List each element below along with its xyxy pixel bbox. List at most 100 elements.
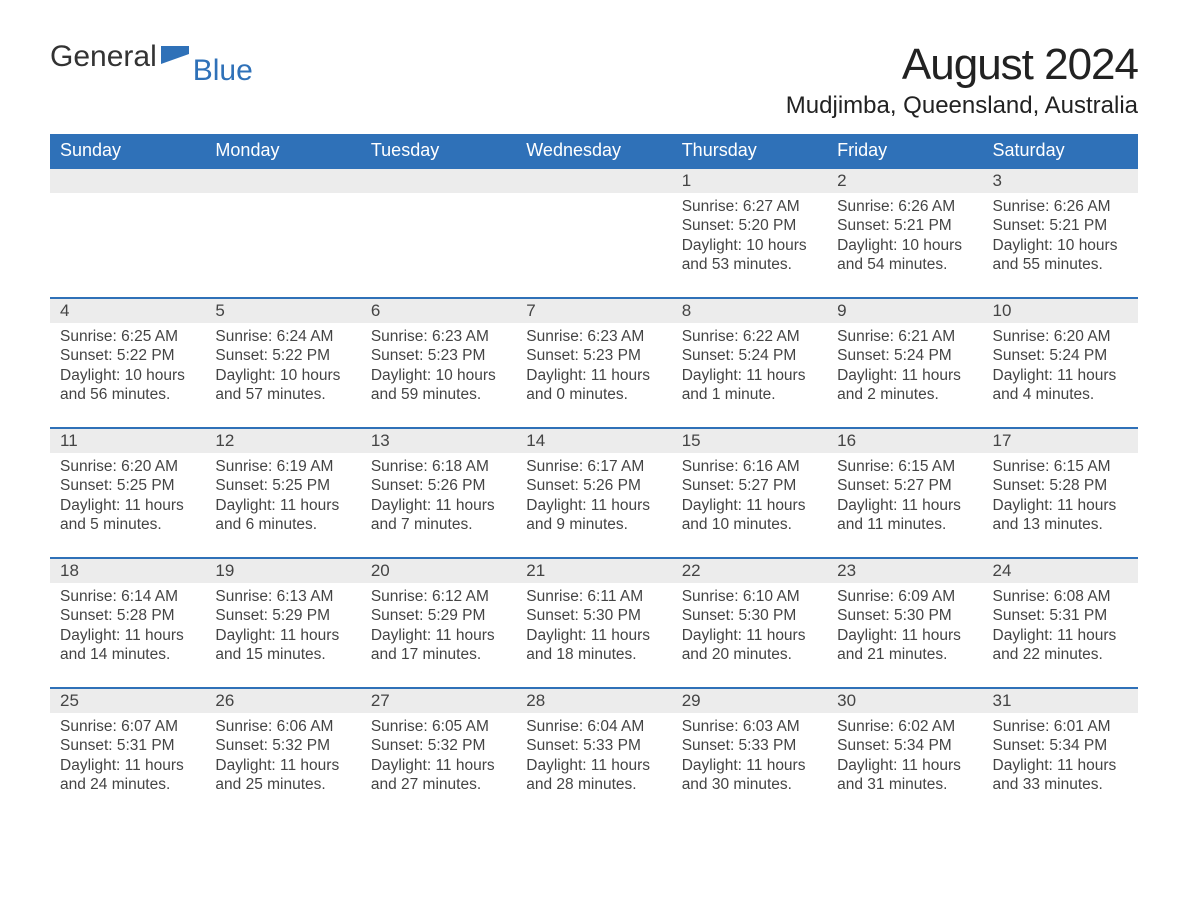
day-content: Sunrise: 6:03 AMSunset: 5:33 PMDaylight:… bbox=[672, 713, 827, 803]
sunset-line: Sunset: 5:32 PM bbox=[215, 736, 350, 755]
sunset-line: Sunset: 5:25 PM bbox=[60, 476, 195, 495]
sunset-line: Sunset: 5:24 PM bbox=[682, 346, 817, 365]
calendar-week-row: 18Sunrise: 6:14 AMSunset: 5:28 PMDayligh… bbox=[50, 558, 1138, 688]
day-content: Sunrise: 6:18 AMSunset: 5:26 PMDaylight:… bbox=[361, 453, 516, 543]
day-content: Sunrise: 6:16 AMSunset: 5:27 PMDaylight:… bbox=[672, 453, 827, 543]
header: General Blue August 2024 Mudjimba, Queen… bbox=[50, 40, 1138, 126]
daylight-line: Daylight: 11 hours and 0 minutes. bbox=[526, 366, 661, 405]
day-content bbox=[205, 193, 360, 205]
sunset-line: Sunset: 5:28 PM bbox=[993, 476, 1128, 495]
sunrise-line: Sunrise: 6:05 AM bbox=[371, 717, 506, 736]
day-number: 8 bbox=[672, 299, 827, 323]
sunset-line: Sunset: 5:22 PM bbox=[215, 346, 350, 365]
logo-text-general: General bbox=[50, 40, 157, 74]
day-number: 18 bbox=[50, 559, 205, 583]
calendar-cell: 3Sunrise: 6:26 AMSunset: 5:21 PMDaylight… bbox=[983, 168, 1138, 298]
day-content: Sunrise: 6:25 AMSunset: 5:22 PMDaylight:… bbox=[50, 323, 205, 413]
sunrise-line: Sunrise: 6:13 AM bbox=[215, 587, 350, 606]
sunrise-line: Sunrise: 6:10 AM bbox=[682, 587, 817, 606]
daylight-line: Daylight: 11 hours and 22 minutes. bbox=[993, 626, 1128, 665]
weekday-header: Saturday bbox=[983, 134, 1138, 168]
sunrise-line: Sunrise: 6:22 AM bbox=[682, 327, 817, 346]
calendar-cell: 22Sunrise: 6:10 AMSunset: 5:30 PMDayligh… bbox=[672, 558, 827, 688]
sunset-line: Sunset: 5:23 PM bbox=[526, 346, 661, 365]
calendar-cell: 8Sunrise: 6:22 AMSunset: 5:24 PMDaylight… bbox=[672, 298, 827, 428]
sunrise-line: Sunrise: 6:17 AM bbox=[526, 457, 661, 476]
sunrise-line: Sunrise: 6:12 AM bbox=[371, 587, 506, 606]
day-content: Sunrise: 6:09 AMSunset: 5:30 PMDaylight:… bbox=[827, 583, 982, 673]
sunrise-line: Sunrise: 6:23 AM bbox=[371, 327, 506, 346]
calendar-cell: 27Sunrise: 6:05 AMSunset: 5:32 PMDayligh… bbox=[361, 688, 516, 818]
calendar-cell: 28Sunrise: 6:04 AMSunset: 5:33 PMDayligh… bbox=[516, 688, 671, 818]
day-number: 5 bbox=[205, 299, 360, 323]
day-content: Sunrise: 6:01 AMSunset: 5:34 PMDaylight:… bbox=[983, 713, 1138, 803]
sunrise-line: Sunrise: 6:19 AM bbox=[215, 457, 350, 476]
day-content: Sunrise: 6:24 AMSunset: 5:22 PMDaylight:… bbox=[205, 323, 360, 413]
day-content: Sunrise: 6:26 AMSunset: 5:21 PMDaylight:… bbox=[983, 193, 1138, 283]
sunrise-line: Sunrise: 6:04 AM bbox=[526, 717, 661, 736]
day-content: Sunrise: 6:15 AMSunset: 5:28 PMDaylight:… bbox=[983, 453, 1138, 543]
daylight-line: Daylight: 11 hours and 6 minutes. bbox=[215, 496, 350, 535]
daylight-line: Daylight: 11 hours and 20 minutes. bbox=[682, 626, 817, 665]
calendar-cell: 17Sunrise: 6:15 AMSunset: 5:28 PMDayligh… bbox=[983, 428, 1138, 558]
daylight-line: Daylight: 11 hours and 33 minutes. bbox=[993, 756, 1128, 795]
daylight-line: Daylight: 11 hours and 18 minutes. bbox=[526, 626, 661, 665]
sunset-line: Sunset: 5:28 PM bbox=[60, 606, 195, 625]
logo: General Blue bbox=[50, 40, 253, 74]
sunrise-line: Sunrise: 6:27 AM bbox=[682, 197, 817, 216]
sunset-line: Sunset: 5:26 PM bbox=[526, 476, 661, 495]
day-content: Sunrise: 6:11 AMSunset: 5:30 PMDaylight:… bbox=[516, 583, 671, 673]
sunset-line: Sunset: 5:31 PM bbox=[993, 606, 1128, 625]
daylight-line: Daylight: 10 hours and 55 minutes. bbox=[993, 236, 1128, 275]
day-content: Sunrise: 6:17 AMSunset: 5:26 PMDaylight:… bbox=[516, 453, 671, 543]
sunset-line: Sunset: 5:26 PM bbox=[371, 476, 506, 495]
calendar-cell bbox=[516, 168, 671, 298]
sunset-line: Sunset: 5:27 PM bbox=[837, 476, 972, 495]
calendar-cell: 13Sunrise: 6:18 AMSunset: 5:26 PMDayligh… bbox=[361, 428, 516, 558]
calendar-cell: 18Sunrise: 6:14 AMSunset: 5:28 PMDayligh… bbox=[50, 558, 205, 688]
day-content: Sunrise: 6:12 AMSunset: 5:29 PMDaylight:… bbox=[361, 583, 516, 673]
calendar-cell: 4Sunrise: 6:25 AMSunset: 5:22 PMDaylight… bbox=[50, 298, 205, 428]
sunset-line: Sunset: 5:22 PM bbox=[60, 346, 195, 365]
sunset-line: Sunset: 5:33 PM bbox=[526, 736, 661, 755]
daylight-line: Daylight: 11 hours and 27 minutes. bbox=[371, 756, 506, 795]
sunrise-line: Sunrise: 6:20 AM bbox=[60, 457, 195, 476]
daylight-line: Daylight: 11 hours and 31 minutes. bbox=[837, 756, 972, 795]
sunrise-line: Sunrise: 6:08 AM bbox=[993, 587, 1128, 606]
sunset-line: Sunset: 5:27 PM bbox=[682, 476, 817, 495]
sunset-line: Sunset: 5:30 PM bbox=[837, 606, 972, 625]
day-number: 13 bbox=[361, 429, 516, 453]
day-content: Sunrise: 6:10 AMSunset: 5:30 PMDaylight:… bbox=[672, 583, 827, 673]
sunrise-line: Sunrise: 6:21 AM bbox=[837, 327, 972, 346]
day-content: Sunrise: 6:04 AMSunset: 5:33 PMDaylight:… bbox=[516, 713, 671, 803]
daylight-line: Daylight: 11 hours and 24 minutes. bbox=[60, 756, 195, 795]
day-content: Sunrise: 6:23 AMSunset: 5:23 PMDaylight:… bbox=[516, 323, 671, 413]
day-number bbox=[50, 169, 205, 193]
calendar-cell: 16Sunrise: 6:15 AMSunset: 5:27 PMDayligh… bbox=[827, 428, 982, 558]
day-number: 25 bbox=[50, 689, 205, 713]
sunrise-line: Sunrise: 6:09 AM bbox=[837, 587, 972, 606]
sunset-line: Sunset: 5:20 PM bbox=[682, 216, 817, 235]
day-content: Sunrise: 6:05 AMSunset: 5:32 PMDaylight:… bbox=[361, 713, 516, 803]
day-content: Sunrise: 6:20 AMSunset: 5:25 PMDaylight:… bbox=[50, 453, 205, 543]
day-number: 7 bbox=[516, 299, 671, 323]
sunrise-line: Sunrise: 6:07 AM bbox=[60, 717, 195, 736]
location-subtitle: Mudjimba, Queensland, Australia bbox=[786, 92, 1138, 120]
calendar-week-row: 25Sunrise: 6:07 AMSunset: 5:31 PMDayligh… bbox=[50, 688, 1138, 818]
sunset-line: Sunset: 5:24 PM bbox=[993, 346, 1128, 365]
day-content: Sunrise: 6:26 AMSunset: 5:21 PMDaylight:… bbox=[827, 193, 982, 283]
weekday-header: Sunday bbox=[50, 134, 205, 168]
day-content: Sunrise: 6:15 AMSunset: 5:27 PMDaylight:… bbox=[827, 453, 982, 543]
day-content: Sunrise: 6:21 AMSunset: 5:24 PMDaylight:… bbox=[827, 323, 982, 413]
logo-text-blue: Blue bbox=[193, 54, 253, 88]
calendar-cell: 1Sunrise: 6:27 AMSunset: 5:20 PMDaylight… bbox=[672, 168, 827, 298]
daylight-line: Daylight: 11 hours and 2 minutes. bbox=[837, 366, 972, 405]
day-number: 28 bbox=[516, 689, 671, 713]
sunset-line: Sunset: 5:23 PM bbox=[371, 346, 506, 365]
daylight-line: Daylight: 11 hours and 28 minutes. bbox=[526, 756, 661, 795]
calendar-week-row: 11Sunrise: 6:20 AMSunset: 5:25 PMDayligh… bbox=[50, 428, 1138, 558]
weekday-header: Tuesday bbox=[361, 134, 516, 168]
day-number bbox=[516, 169, 671, 193]
logo-flag-icon bbox=[161, 46, 189, 68]
sunrise-line: Sunrise: 6:26 AM bbox=[837, 197, 972, 216]
